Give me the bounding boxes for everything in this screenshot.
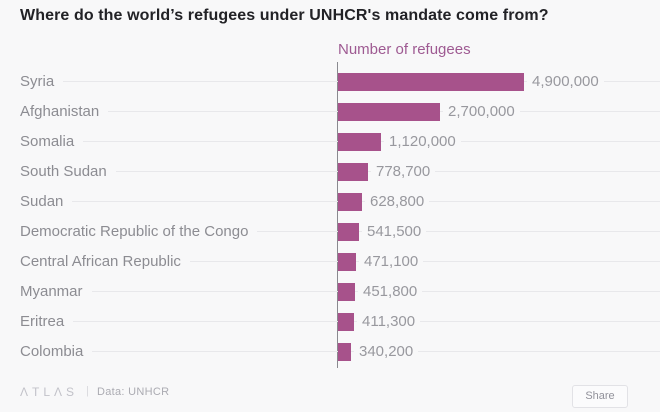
chart-row: South Sudan 778,700 bbox=[0, 157, 660, 187]
chart-row: Sudan 628,800 bbox=[0, 187, 660, 217]
bar bbox=[338, 193, 362, 211]
axis-baseline bbox=[337, 62, 338, 368]
bar bbox=[338, 223, 359, 241]
category-label: Afghanistan bbox=[20, 97, 109, 127]
value-label: 340,200 bbox=[354, 337, 419, 367]
bar bbox=[338, 313, 354, 331]
chart-row: Colombia 340,200 bbox=[0, 337, 660, 367]
category-label: Central African Republic bbox=[20, 247, 190, 277]
bar bbox=[338, 163, 368, 181]
atlas-logo: ΛTLΛS bbox=[20, 385, 79, 399]
value-label: 4,900,000 bbox=[527, 67, 604, 97]
value-label: 2,700,000 bbox=[443, 97, 520, 127]
footer: ΛTLΛS | Data: UNHCR Share bbox=[0, 372, 660, 412]
value-label: 1,120,000 bbox=[384, 127, 461, 157]
chart-row: Myanmar 451,800 bbox=[0, 277, 660, 307]
category-label: South Sudan bbox=[20, 157, 116, 187]
category-label: Colombia bbox=[20, 337, 93, 367]
category-label: Sudan bbox=[20, 187, 73, 217]
chart-row: Syria 4,900,000 bbox=[0, 67, 660, 97]
chart-row: Central African Republic 471,100 bbox=[0, 247, 660, 277]
value-label: 471,100 bbox=[359, 247, 424, 277]
category-label: Eritrea bbox=[20, 307, 74, 337]
chart-row: Eritrea 411,300 bbox=[0, 307, 660, 337]
chart-row: Somalia 1,120,000 bbox=[0, 127, 660, 157]
bar bbox=[338, 73, 524, 91]
chart-row: Afghanistan 2,700,000 bbox=[0, 97, 660, 127]
share-button[interactable]: Share bbox=[572, 385, 628, 408]
value-label: 451,800 bbox=[358, 277, 423, 307]
bar bbox=[338, 343, 351, 361]
category-label: Myanmar bbox=[20, 277, 92, 307]
chart-title: Where do the world’s refugees under UNHC… bbox=[20, 7, 549, 24]
category-label: Syria bbox=[20, 67, 64, 97]
bar bbox=[338, 283, 355, 301]
data-source-label: Data: UNHCR bbox=[97, 386, 170, 398]
bar bbox=[338, 103, 440, 121]
bar bbox=[338, 253, 356, 271]
value-label: 628,800 bbox=[365, 187, 430, 217]
chart-row: Democratic Republic of the Congo 541,500 bbox=[0, 217, 660, 247]
category-label: Democratic Republic of the Congo bbox=[20, 217, 258, 247]
footer-separator: | bbox=[86, 385, 89, 397]
axis-header-label: Number of refugees bbox=[338, 41, 471, 58]
bar-chart-rows: Syria 4,900,000 Afghanistan 2,700,000 Somali… bbox=[0, 67, 660, 367]
bar bbox=[338, 133, 381, 151]
value-label: 778,700 bbox=[371, 157, 436, 187]
category-label: Somalia bbox=[20, 127, 84, 157]
value-label: 541,500 bbox=[362, 217, 427, 247]
value-label: 411,300 bbox=[357, 307, 421, 337]
